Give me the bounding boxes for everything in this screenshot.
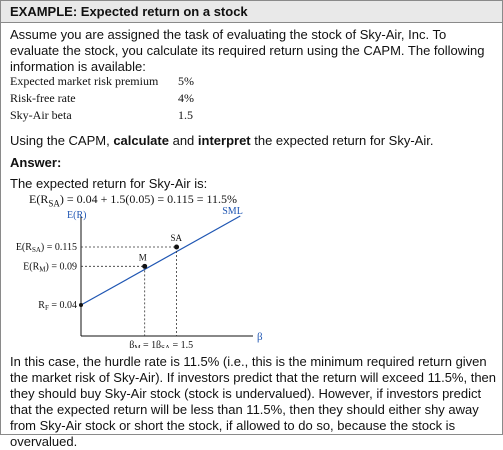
instruction-and: and bbox=[168, 133, 198, 148]
formula: E(RSA) = 0.04 + 1.5(0.05) = 0.115 = 11.5… bbox=[29, 192, 237, 208]
intro-paragraph: Assume you are assigned the task of eval… bbox=[10, 27, 485, 74]
x-annotation-label: βM = 1 bbox=[129, 340, 156, 348]
conclusion-paragraph: In this case, the hurdle rate is 11.5% (… bbox=[10, 354, 497, 449]
answer-label: Answer: bbox=[10, 155, 62, 170]
table-cell-value: 5% bbox=[178, 74, 194, 88]
y-annotation-label: E(RSA) = 0.115 bbox=[16, 242, 77, 254]
instruction-interpret: interpret bbox=[197, 133, 251, 148]
point-label-sa: SA bbox=[171, 233, 183, 243]
table-cell-label: Expected market risk premium bbox=[10, 74, 159, 88]
table-cell-label: Risk-free rate bbox=[10, 91, 76, 105]
instruction-calculate: calculate bbox=[113, 133, 169, 148]
sml-label: SML bbox=[222, 206, 243, 217]
expected-return-text: The expected return for Sky-Air is: bbox=[10, 176, 208, 191]
formula-subscript: SA bbox=[48, 198, 60, 209]
x-axis-label: β bbox=[257, 331, 263, 343]
y-annotation-label: RF = 0.04 bbox=[38, 300, 77, 312]
point-sa bbox=[174, 244, 180, 250]
point-m bbox=[142, 263, 148, 269]
formula-right: ) = 0.04 + 1.5(0.05) = 0.115 = 11.5% bbox=[59, 192, 238, 206]
instruction-text: Using the CAPM, calculate and interpret … bbox=[10, 133, 433, 149]
y-annotation-label: E(RM) = 0.09 bbox=[23, 261, 77, 273]
rf-point bbox=[79, 303, 83, 308]
y-axis-label: E(R) bbox=[67, 210, 86, 221]
point-label-m: M bbox=[139, 252, 147, 262]
x-annotation-label: βSA = 1.5 bbox=[156, 340, 193, 348]
sml-line bbox=[80, 215, 241, 306]
instruction-tail: the expected return for Sky-Air. bbox=[250, 133, 434, 148]
instruction-lead: Using the CAPM, bbox=[10, 133, 114, 148]
table-cell-value: 4% bbox=[178, 91, 194, 105]
table-cell-label: Sky-Air beta bbox=[10, 108, 72, 122]
example-header: EXAMPLE: Expected return on a stock bbox=[1, 1, 502, 23]
sml-chart: E(R) β SML M SA E(RSA) = 0.115 E(RM) = 0.09 RF … bbox=[16, 206, 263, 348]
table-cell-value: 1.5 bbox=[178, 108, 193, 122]
formula-left: E(R bbox=[29, 192, 49, 206]
